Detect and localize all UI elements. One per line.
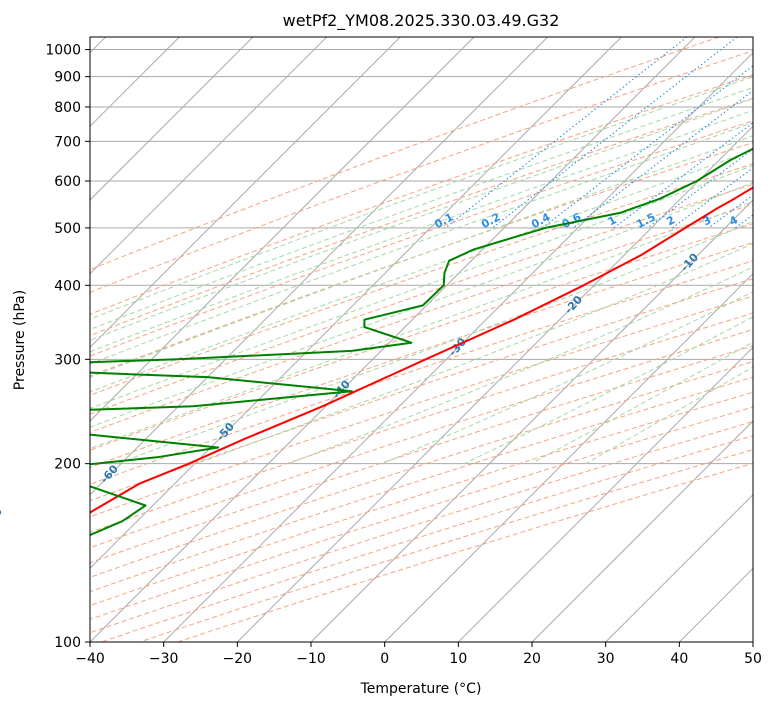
y-tick-label: 100 xyxy=(54,635,81,651)
dry-adiabat-line xyxy=(90,295,753,518)
moist-adiabat-line xyxy=(464,316,753,465)
mixing-ratio-line xyxy=(672,167,753,229)
isotherm-line xyxy=(163,51,753,642)
y-tick-label: 900 xyxy=(54,70,81,86)
isotherm-line xyxy=(90,37,475,422)
dry-adiabat-line xyxy=(90,278,753,502)
dry-adiabat-label: -60 xyxy=(98,462,121,486)
dry-adiabat-label: -20 xyxy=(562,293,585,317)
isotherm-line xyxy=(605,493,753,642)
x-tick-label: 40 xyxy=(670,651,688,667)
chart-title: wetPf2_YM08.2025.330.03.49.G32 xyxy=(283,11,560,31)
y-tick-label: 300 xyxy=(54,352,81,368)
y-tick-label: 1000 xyxy=(45,43,81,59)
dry-adiabat-line xyxy=(101,435,753,642)
moist-adiabat-line xyxy=(90,200,753,450)
x-tick-label: 50 xyxy=(744,651,762,667)
moist-adiabat-line xyxy=(90,135,753,378)
moist-adiabat-line xyxy=(90,109,753,353)
data-series xyxy=(90,147,753,537)
isotherm-line xyxy=(90,37,401,349)
isotherm-line xyxy=(752,641,753,642)
dry-adiabat-line xyxy=(90,361,753,578)
isotherm-line xyxy=(678,567,753,642)
x-tick-label: 20 xyxy=(523,651,541,667)
axes: −40 −30 −20 −10 0 10 20 30 40 50 100 200 300 400 500 60… xyxy=(45,43,762,667)
dry-adiabat-label: -30 xyxy=(446,335,469,359)
isotherm-line xyxy=(90,37,328,275)
y-tick-label: 600 xyxy=(54,174,81,190)
isotherm-line xyxy=(384,272,753,642)
x-tick-label: −10 xyxy=(296,651,326,667)
dewpoint-profile-line xyxy=(90,147,753,537)
x-tick-label: 30 xyxy=(597,651,615,667)
y-tick-label: 800 xyxy=(54,100,81,116)
moist-adiabat-line xyxy=(90,86,753,331)
mixing-ratio-line xyxy=(734,214,753,229)
dry-adiabat-line xyxy=(90,142,753,377)
temperature-profile-line xyxy=(90,186,753,514)
plot-frame xyxy=(89,36,754,643)
dry-adiabat-line xyxy=(90,376,753,593)
dry-adiabat-line xyxy=(90,260,753,485)
mixing-ratio-line xyxy=(542,65,753,229)
x-tick-label: −20 xyxy=(223,651,253,667)
y-tick-label: 700 xyxy=(54,134,81,150)
dry-adiabat-line xyxy=(90,223,753,451)
dry-adiabat-line xyxy=(90,37,720,271)
dry-adiabat-line xyxy=(90,391,753,607)
x-tick-label: −30 xyxy=(149,651,179,667)
mixing-ratio-line xyxy=(572,90,753,229)
mixing-ratio-line xyxy=(492,37,738,229)
mixing-ratio-line xyxy=(613,122,753,229)
isotherm-line xyxy=(90,37,622,570)
x-axis-label: Temperature (°C) xyxy=(360,681,482,697)
dry-adiabat-line xyxy=(90,329,753,549)
y-axis-label: Pressure (hPa) xyxy=(12,290,28,390)
moist-adiabat-line xyxy=(90,164,753,409)
isotherm-line xyxy=(310,199,753,642)
moist-adiabat-line xyxy=(90,181,753,428)
moist-adiabat-line xyxy=(288,266,753,465)
moist-adiabat-line xyxy=(90,149,753,393)
dry-adiabat-label: -70 xyxy=(0,505,5,529)
isotherm-line xyxy=(457,346,753,642)
x-tick-label: 10 xyxy=(449,651,467,667)
moist-adiabat-line xyxy=(196,242,753,465)
x-tick-label: 0 xyxy=(380,651,389,667)
moist-adiabat-line xyxy=(90,122,753,365)
y-tick-label: 200 xyxy=(54,457,81,473)
dry-adiabat-line xyxy=(90,345,753,564)
dry-adiabat-label: -10 xyxy=(678,250,701,274)
dry-adiabat-line xyxy=(90,97,753,337)
dry-adiabat-label: -50 xyxy=(214,420,237,444)
background-lines xyxy=(90,37,753,642)
isotherm-line xyxy=(90,37,549,496)
isotherm-line xyxy=(236,125,753,642)
y-tick-label: 500 xyxy=(54,221,81,237)
moist-adiabat-line xyxy=(90,76,753,320)
isotherm-line xyxy=(90,37,254,201)
isotherm-line xyxy=(531,420,753,642)
dry-adiabat-line xyxy=(90,50,753,293)
dry-adiabat-line xyxy=(90,312,753,533)
x-tick-label: −40 xyxy=(75,651,105,667)
dry-adiabat-line xyxy=(90,163,753,396)
mixing-ratio-label: 4 xyxy=(727,213,740,228)
moist-adiabat-line xyxy=(90,98,753,341)
mixing-ratio-label: 2 xyxy=(664,213,677,228)
dry-adiabat-line xyxy=(177,462,753,642)
isotherm-line xyxy=(90,37,696,642)
y-tick-label: 400 xyxy=(54,278,81,294)
